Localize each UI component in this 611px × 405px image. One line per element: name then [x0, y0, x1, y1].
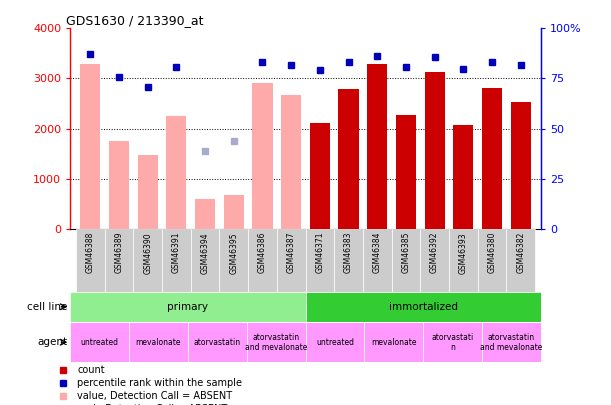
Bar: [247, 322, 306, 362]
Bar: [70, 292, 306, 322]
Bar: [482, 322, 541, 362]
Bar: [224, 195, 244, 229]
Bar: [449, 229, 478, 292]
Bar: [306, 322, 364, 362]
Bar: [338, 89, 359, 229]
Bar: [363, 229, 392, 292]
Bar: [420, 229, 449, 292]
Text: GSM46386: GSM46386: [258, 232, 267, 273]
Bar: [252, 83, 273, 229]
Bar: [104, 229, 133, 292]
Bar: [453, 125, 474, 229]
Text: primary: primary: [167, 302, 208, 312]
Text: atorvastati
n: atorvastati n: [431, 333, 474, 352]
Bar: [195, 199, 215, 229]
Bar: [511, 102, 531, 229]
Text: atorvastatin
and mevalonate: atorvastatin and mevalonate: [480, 333, 543, 352]
Text: GSM46387: GSM46387: [287, 232, 296, 273]
Text: GDS1630 / 213390_at: GDS1630 / 213390_at: [65, 14, 203, 27]
Bar: [137, 155, 158, 229]
Bar: [425, 72, 445, 229]
Bar: [310, 123, 330, 229]
Bar: [70, 322, 129, 362]
Text: rank, Detection Call = ABSENT: rank, Detection Call = ABSENT: [78, 404, 228, 405]
Text: cell line: cell line: [27, 302, 67, 311]
Bar: [109, 141, 129, 229]
Text: percentile rank within the sample: percentile rank within the sample: [78, 378, 243, 388]
Bar: [277, 229, 306, 292]
Bar: [392, 229, 420, 292]
Bar: [507, 229, 535, 292]
Text: GSM46392: GSM46392: [430, 232, 439, 273]
Bar: [367, 64, 387, 229]
Bar: [306, 292, 541, 322]
Text: mevalonate: mevalonate: [136, 338, 181, 347]
Text: GSM46394: GSM46394: [200, 232, 210, 274]
Bar: [191, 229, 219, 292]
Text: immortalized: immortalized: [389, 302, 458, 312]
Bar: [188, 322, 247, 362]
Text: GSM46389: GSM46389: [114, 232, 123, 273]
Bar: [423, 322, 482, 362]
Bar: [306, 229, 334, 292]
Bar: [248, 229, 277, 292]
Text: agent: agent: [37, 337, 67, 347]
Bar: [396, 115, 416, 229]
Text: GSM46384: GSM46384: [373, 232, 382, 273]
Text: GSM46395: GSM46395: [229, 232, 238, 274]
Text: mevalonate: mevalonate: [371, 338, 417, 347]
Bar: [478, 229, 507, 292]
Text: count: count: [78, 365, 105, 375]
Text: untreated: untreated: [316, 338, 354, 347]
Text: GSM46385: GSM46385: [401, 232, 411, 273]
Bar: [364, 322, 423, 362]
Bar: [166, 116, 186, 229]
Bar: [129, 322, 188, 362]
Bar: [133, 229, 162, 292]
Text: GSM46388: GSM46388: [86, 232, 95, 273]
Bar: [334, 229, 363, 292]
Bar: [219, 229, 248, 292]
Text: untreated: untreated: [81, 338, 119, 347]
Text: GSM46382: GSM46382: [516, 232, 525, 273]
Text: GSM46391: GSM46391: [172, 232, 181, 273]
Text: atorvastatin: atorvastatin: [194, 338, 241, 347]
Bar: [80, 64, 100, 229]
Text: value, Detection Call = ABSENT: value, Detection Call = ABSENT: [78, 391, 232, 401]
Bar: [162, 229, 191, 292]
Text: GSM46383: GSM46383: [344, 232, 353, 273]
Bar: [76, 229, 104, 292]
Text: atorvastatin
and mevalonate: atorvastatin and mevalonate: [245, 333, 307, 352]
Bar: [281, 94, 301, 229]
Text: GSM46371: GSM46371: [315, 232, 324, 273]
Text: GSM46390: GSM46390: [143, 232, 152, 274]
Bar: [482, 88, 502, 229]
Text: GSM46393: GSM46393: [459, 232, 468, 274]
Text: GSM46380: GSM46380: [488, 232, 497, 273]
